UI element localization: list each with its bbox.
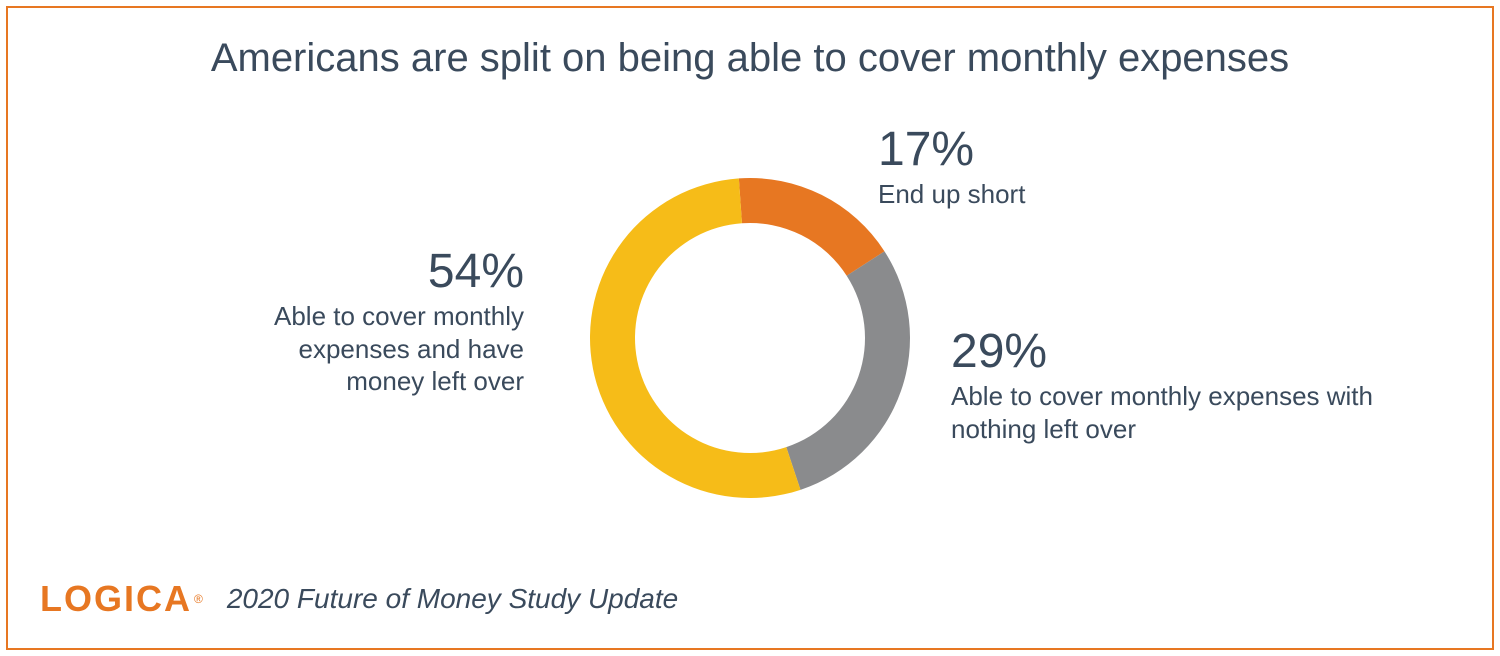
label-money-left-over-desc: Able to cover monthly expenses and have …	[224, 300, 524, 398]
label-end-short: 17% End up short	[878, 126, 1238, 211]
label-nothing-left: 29% Able to cover monthly expenses with …	[951, 328, 1451, 445]
infographic-frame: Americans are split on being able to cov…	[6, 6, 1494, 650]
registered-mark-icon: ®	[194, 592, 205, 606]
donut-segment-end_short	[739, 178, 885, 276]
footer: LOGICA® 2020 Future of Money Study Updat…	[40, 578, 678, 620]
label-money-left-over-pct: 54%	[224, 248, 524, 296]
donut-segment-nothing_left	[786, 251, 910, 489]
label-end-short-pct: 17%	[878, 126, 1238, 174]
donut-chart	[586, 174, 914, 502]
chart-title: Americans are split on being able to cov…	[8, 36, 1492, 81]
logica-logo: LOGICA®	[40, 578, 205, 620]
label-end-short-desc: End up short	[878, 178, 1238, 211]
source-text: 2020 Future of Money Study Update	[227, 583, 678, 615]
label-money-left-over: 54% Able to cover monthly expenses and h…	[224, 248, 524, 398]
label-nothing-left-desc: Able to cover monthly expenses with noth…	[951, 380, 1451, 445]
donut-segment-money_left_over	[590, 178, 801, 498]
logo-text: LOGICA	[40, 578, 192, 620]
label-nothing-left-pct: 29%	[951, 328, 1451, 376]
